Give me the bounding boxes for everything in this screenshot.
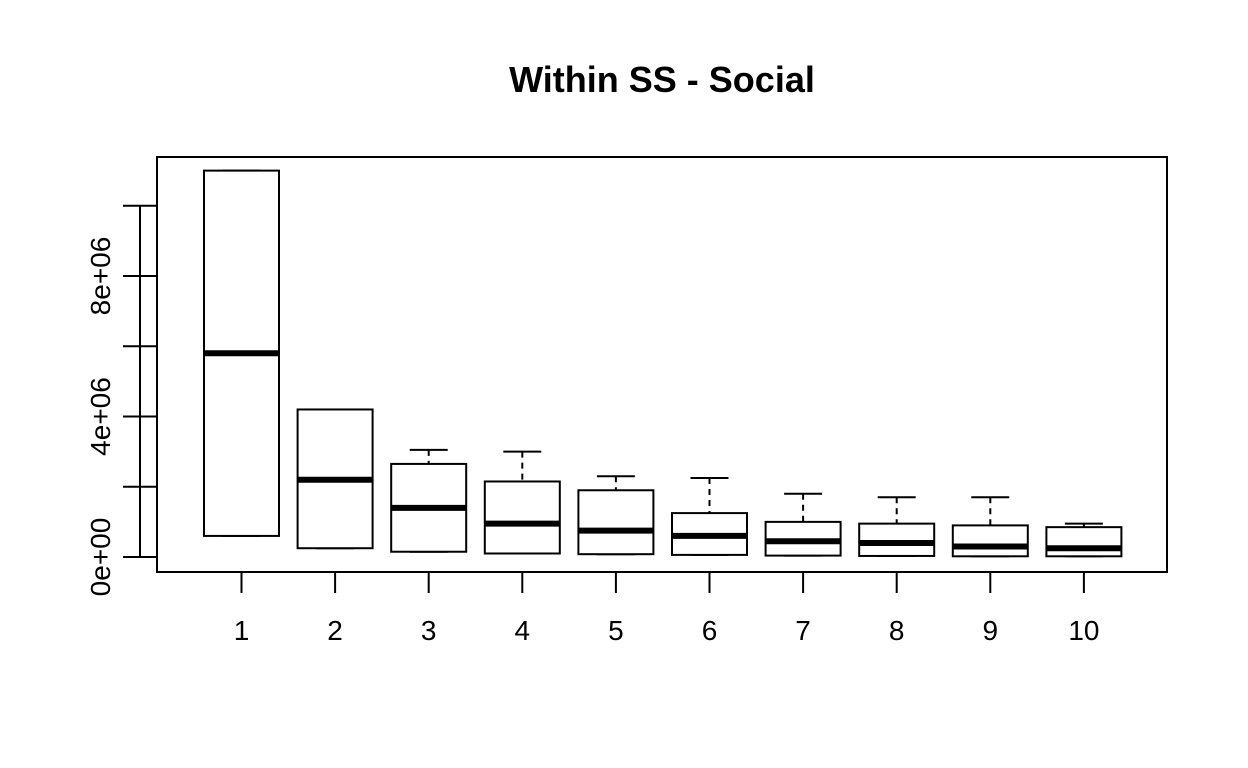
box-3: [390, 448, 468, 553]
x-tick-label: 8: [889, 615, 905, 646]
y-tick-label: 8e+06: [85, 237, 116, 316]
box-4: [483, 450, 561, 555]
y-tick-label: 0e+00: [85, 518, 116, 597]
y-tick-label: 4e+06: [85, 377, 116, 456]
box-8: [858, 496, 936, 557]
iqr-box: [951, 524, 1029, 558]
box-2: [296, 408, 374, 550]
x-tick-label: 9: [983, 615, 999, 646]
box-6: [671, 476, 748, 556]
boxes: [203, 169, 1123, 558]
iqr-box: [577, 489, 655, 556]
box-1: [203, 169, 280, 537]
iqr-box: [1045, 526, 1123, 558]
box-9: [951, 496, 1029, 558]
x-tick-label: 1: [234, 615, 250, 646]
x-tick-label: 10: [1068, 615, 1099, 646]
box-7: [764, 492, 842, 557]
x-tick-label: 7: [795, 615, 811, 646]
chart-title: Within SS - Social: [509, 59, 815, 100]
x-tick-label: 5: [608, 615, 624, 646]
box-10: [1045, 522, 1123, 558]
x-tick-label: 6: [702, 615, 718, 646]
y-axis: 0e+00 4e+06 8e+06: [85, 204, 157, 597]
x-tick-label: 3: [421, 615, 437, 646]
box-5: [577, 475, 655, 556]
x-axis: 1 2 3 4 5 6 7 8 9 10: [234, 571, 1099, 646]
x-tick-label: 4: [515, 615, 531, 646]
x-tick-label: 2: [327, 615, 343, 646]
iqr-box: [858, 522, 936, 557]
iqr-box: [483, 480, 561, 555]
